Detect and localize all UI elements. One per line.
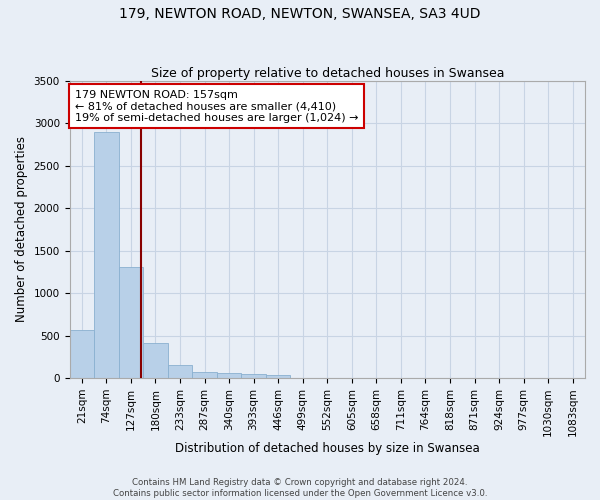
Bar — [266, 374, 290, 378]
Y-axis label: Number of detached properties: Number of detached properties — [15, 136, 28, 322]
X-axis label: Distribution of detached houses by size in Swansea: Distribution of detached houses by size … — [175, 442, 479, 455]
Bar — [241, 374, 266, 378]
Text: Contains HM Land Registry data © Crown copyright and database right 2024.
Contai: Contains HM Land Registry data © Crown c… — [113, 478, 487, 498]
Bar — [70, 330, 94, 378]
Text: 179 NEWTON ROAD: 157sqm
← 81% of detached houses are smaller (4,410)
19% of semi: 179 NEWTON ROAD: 157sqm ← 81% of detache… — [74, 90, 358, 123]
Bar — [217, 374, 241, 378]
Text: 179, NEWTON ROAD, NEWTON, SWANSEA, SA3 4UD: 179, NEWTON ROAD, NEWTON, SWANSEA, SA3 4… — [119, 8, 481, 22]
Bar — [192, 372, 217, 378]
Bar — [119, 267, 143, 378]
Title: Size of property relative to detached houses in Swansea: Size of property relative to detached ho… — [151, 66, 504, 80]
Bar — [94, 132, 119, 378]
Bar — [143, 344, 168, 378]
Bar — [168, 365, 192, 378]
